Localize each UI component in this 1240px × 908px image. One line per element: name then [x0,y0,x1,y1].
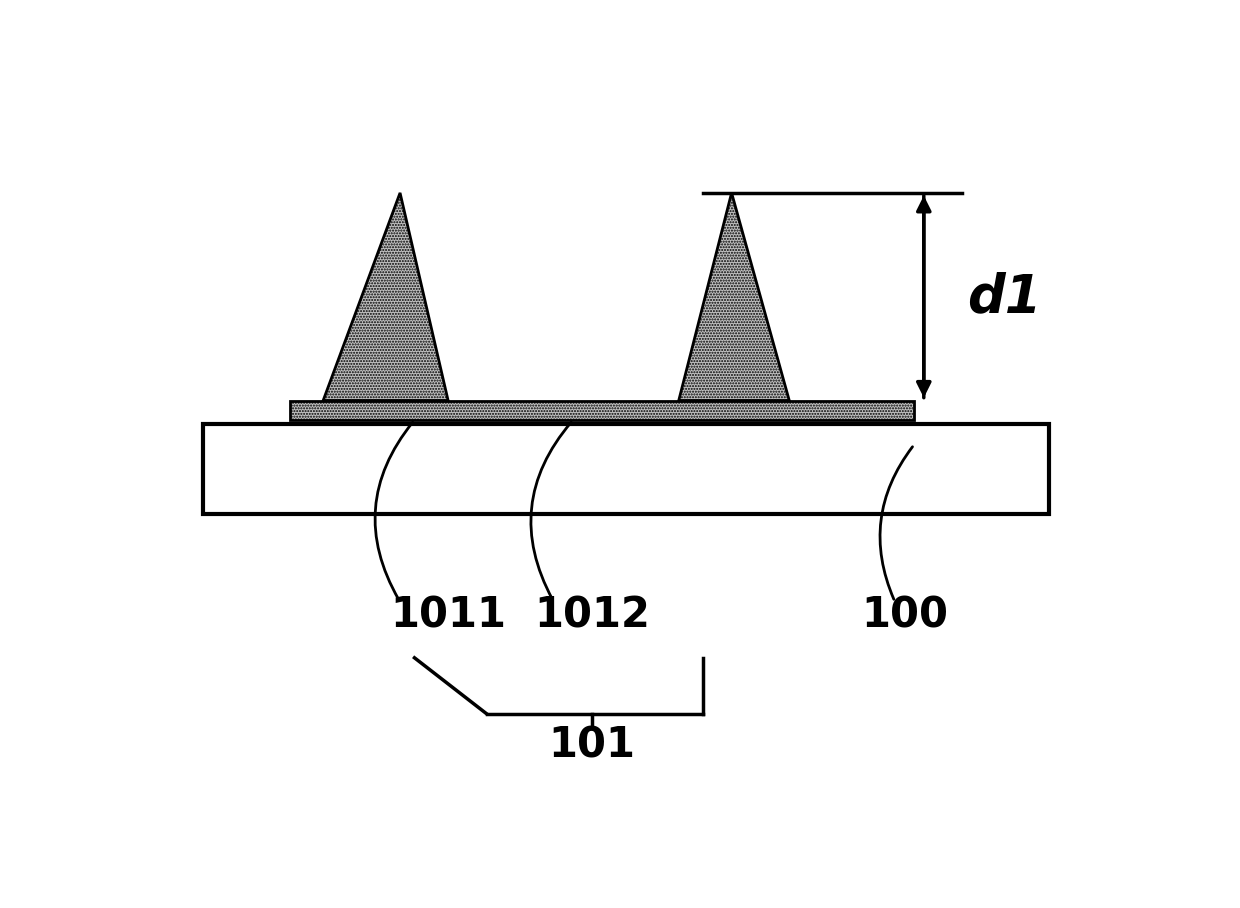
Polygon shape [324,192,448,400]
Text: 101: 101 [549,725,636,766]
Text: 100: 100 [862,595,949,637]
Polygon shape [678,192,789,400]
Text: 1012: 1012 [534,595,651,637]
Bar [203,423,1049,515]
Bar [290,400,914,420]
Text: d1: d1 [967,271,1042,324]
Text: 1011: 1011 [391,595,506,637]
